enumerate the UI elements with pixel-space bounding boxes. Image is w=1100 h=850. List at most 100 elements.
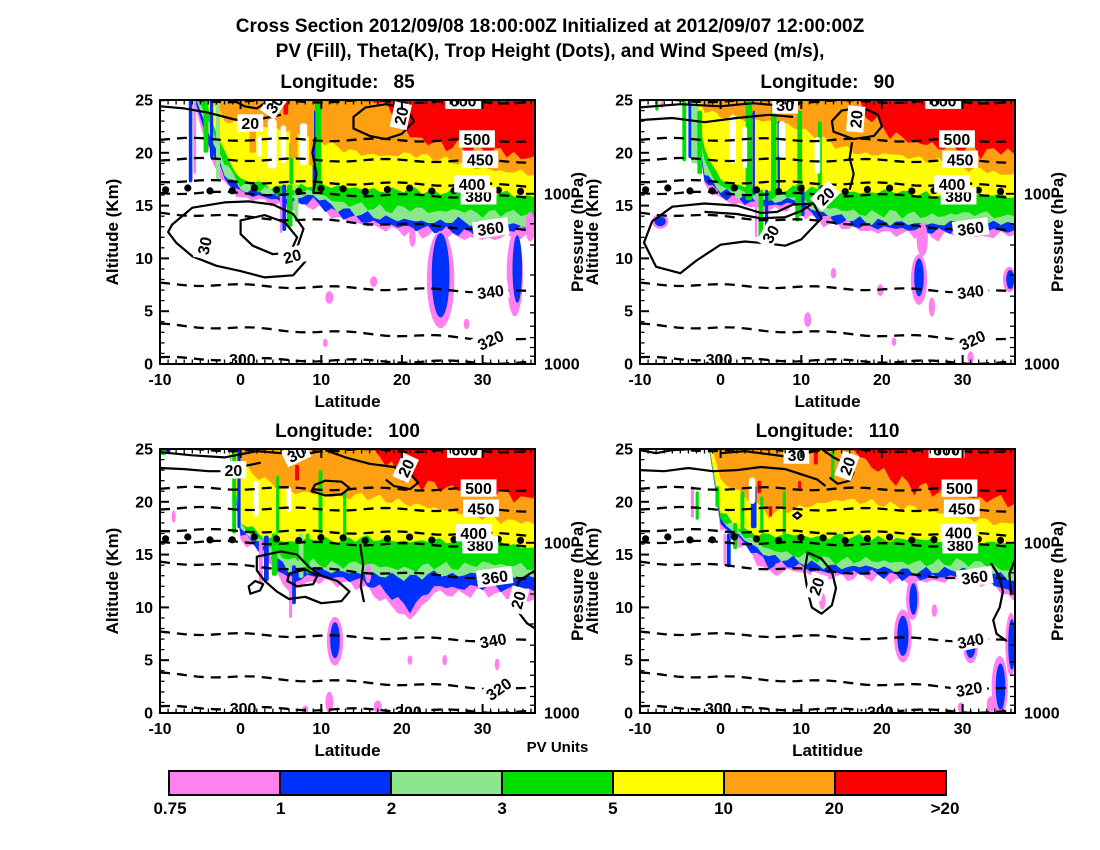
contour-label-500: 500: [459, 130, 495, 149]
x-tick-label: 10: [312, 372, 330, 389]
contour-label-450: 450: [462, 150, 499, 169]
y-tick-label: 0: [624, 706, 633, 723]
contour-label-400: 400: [934, 175, 970, 194]
sub-title: PV (Fill), Theta(K), Trop Height (Dots),…: [275, 41, 825, 62]
contour-label-600: 600: [445, 93, 482, 110]
pv-fill-bands: [228, 449, 535, 620]
svg-text:500: 500: [944, 132, 971, 149]
colorbar: [168, 770, 947, 796]
svg-text:340: 340: [956, 631, 986, 653]
colorbar-segment-0.75: [170, 772, 281, 794]
pv-blobs: [160, 449, 500, 713]
contour-label-600: 600: [925, 100, 962, 110]
colorbar-label-5: 5: [608, 799, 618, 818]
x-tick-label: -10: [148, 721, 171, 738]
axes: -10 0 10 20 3005101520251001000LatitudeAltit…: [583, 93, 1067, 412]
y-axis-title-right: Pressure (hPa): [1048, 172, 1067, 292]
svg-text:450: 450: [947, 152, 974, 169]
contour-label-20: 20: [392, 452, 419, 484]
svg-text:400: 400: [939, 177, 966, 194]
colorbar-segment-3: [503, 772, 614, 794]
y-axis-title-right: Pressure (hPa): [568, 521, 587, 641]
svg-text:20: 20: [392, 105, 412, 126]
contour-label-450: 450: [943, 499, 980, 518]
x-tick-label: 20: [873, 372, 891, 389]
svg-text:20: 20: [282, 247, 304, 268]
y-tick-label: 10: [615, 251, 633, 268]
contour-label-400: 400: [454, 175, 490, 194]
svg-text:600: 600: [933, 442, 960, 459]
contour-label-30: 30: [772, 98, 798, 115]
svg-text:340: 340: [956, 283, 985, 304]
y-tick-label: 15: [135, 198, 153, 215]
contour-label-320: 320: [470, 324, 511, 356]
svg-text:300: 300: [395, 704, 422, 721]
contour-label-300: 300: [862, 702, 899, 721]
svg-text:30: 30: [776, 98, 794, 115]
contour-label-30: 30: [192, 231, 216, 261]
panel-title-label: Longitude:: [280, 72, 379, 93]
x-tick-label: 20: [393, 372, 411, 389]
svg-text:380: 380: [467, 538, 494, 555]
pressure-tick-label: 1000: [544, 706, 580, 723]
x-tick-label: 30: [474, 721, 492, 738]
x-tick-label: 0: [236, 372, 245, 389]
colorbar-label-20: 20: [824, 799, 844, 818]
svg-text:500: 500: [946, 481, 973, 498]
panel-lon-100: 300 30032034036038040045050060020302020-1…: [103, 442, 587, 761]
y-tick-label: 0: [144, 357, 153, 374]
pv-blobs: [773, 563, 1015, 713]
svg-text:20: 20: [837, 455, 859, 478]
y-tick-label: 20: [615, 145, 633, 162]
svg-text:20: 20: [807, 575, 829, 597]
trop-height-dots: [642, 533, 1005, 545]
svg-text:300: 300: [867, 704, 894, 721]
x-tick-label: 20: [873, 721, 891, 738]
contour-label-600: 600: [447, 449, 483, 459]
contour-label-320: 320: [952, 324, 993, 356]
plot-border: [639, 448, 1016, 714]
y-axis-title-left: Altitude (Km): [583, 528, 602, 635]
pressure-tick-label: 100: [1024, 535, 1051, 552]
pressure-tick-label: 100: [544, 535, 571, 552]
x-tick-label: -10: [628, 721, 651, 738]
contour-label-340: 340: [473, 628, 513, 652]
y-tick-label: 20: [615, 494, 633, 511]
plot-border: [159, 99, 536, 365]
contour-label-30: 30: [756, 218, 785, 250]
svg-text:20: 20: [396, 457, 419, 480]
y-axis-title-left: Altitude (Km): [583, 179, 602, 286]
svg-text:450: 450: [948, 501, 975, 518]
panel-title-value: 90: [873, 72, 895, 93]
svg-text:400: 400: [459, 177, 486, 194]
panel-title-value: 85: [393, 72, 415, 93]
contour-label-500: 500: [939, 130, 975, 149]
contour-label-20: 20: [506, 585, 530, 615]
x-tick-label: 30: [954, 372, 972, 389]
main-title: Cross Section 2012/09/08 18:00:00Z Initi…: [235, 16, 865, 37]
y-axis-title-left: Altitude (Km): [103, 179, 122, 286]
y-axis-title-left: Altitude (Km): [103, 528, 122, 635]
contour-label-450: 450: [942, 150, 979, 169]
colorbar-segment-20: [836, 772, 945, 794]
pressure-tick-label: 100: [1024, 186, 1051, 203]
contour-label-320: 320: [949, 677, 989, 701]
svg-text:300: 300: [705, 701, 732, 718]
y-tick-label: 15: [135, 547, 153, 564]
svg-text:380: 380: [947, 538, 974, 555]
y-tick-label: 0: [144, 706, 153, 723]
svg-text:380: 380: [465, 189, 492, 206]
axes: -10 0 10 20 3005101520251001000LatitudeAltit…: [103, 93, 587, 412]
y-tick-label: 0: [624, 357, 633, 374]
x-axis-title: Latitude: [314, 392, 380, 411]
svg-text:600: 600: [450, 93, 477, 110]
pv-plumes: [690, 449, 835, 568]
y-tick-label: 5: [144, 304, 153, 321]
svg-text:500: 500: [465, 481, 492, 498]
x-tick-label: 0: [716, 721, 725, 738]
contour-label-400: 400: [940, 523, 977, 543]
